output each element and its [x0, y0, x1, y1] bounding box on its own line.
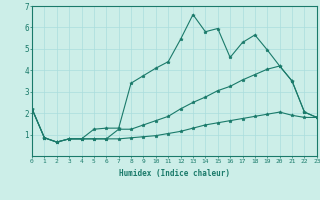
X-axis label: Humidex (Indice chaleur): Humidex (Indice chaleur)	[119, 169, 230, 178]
